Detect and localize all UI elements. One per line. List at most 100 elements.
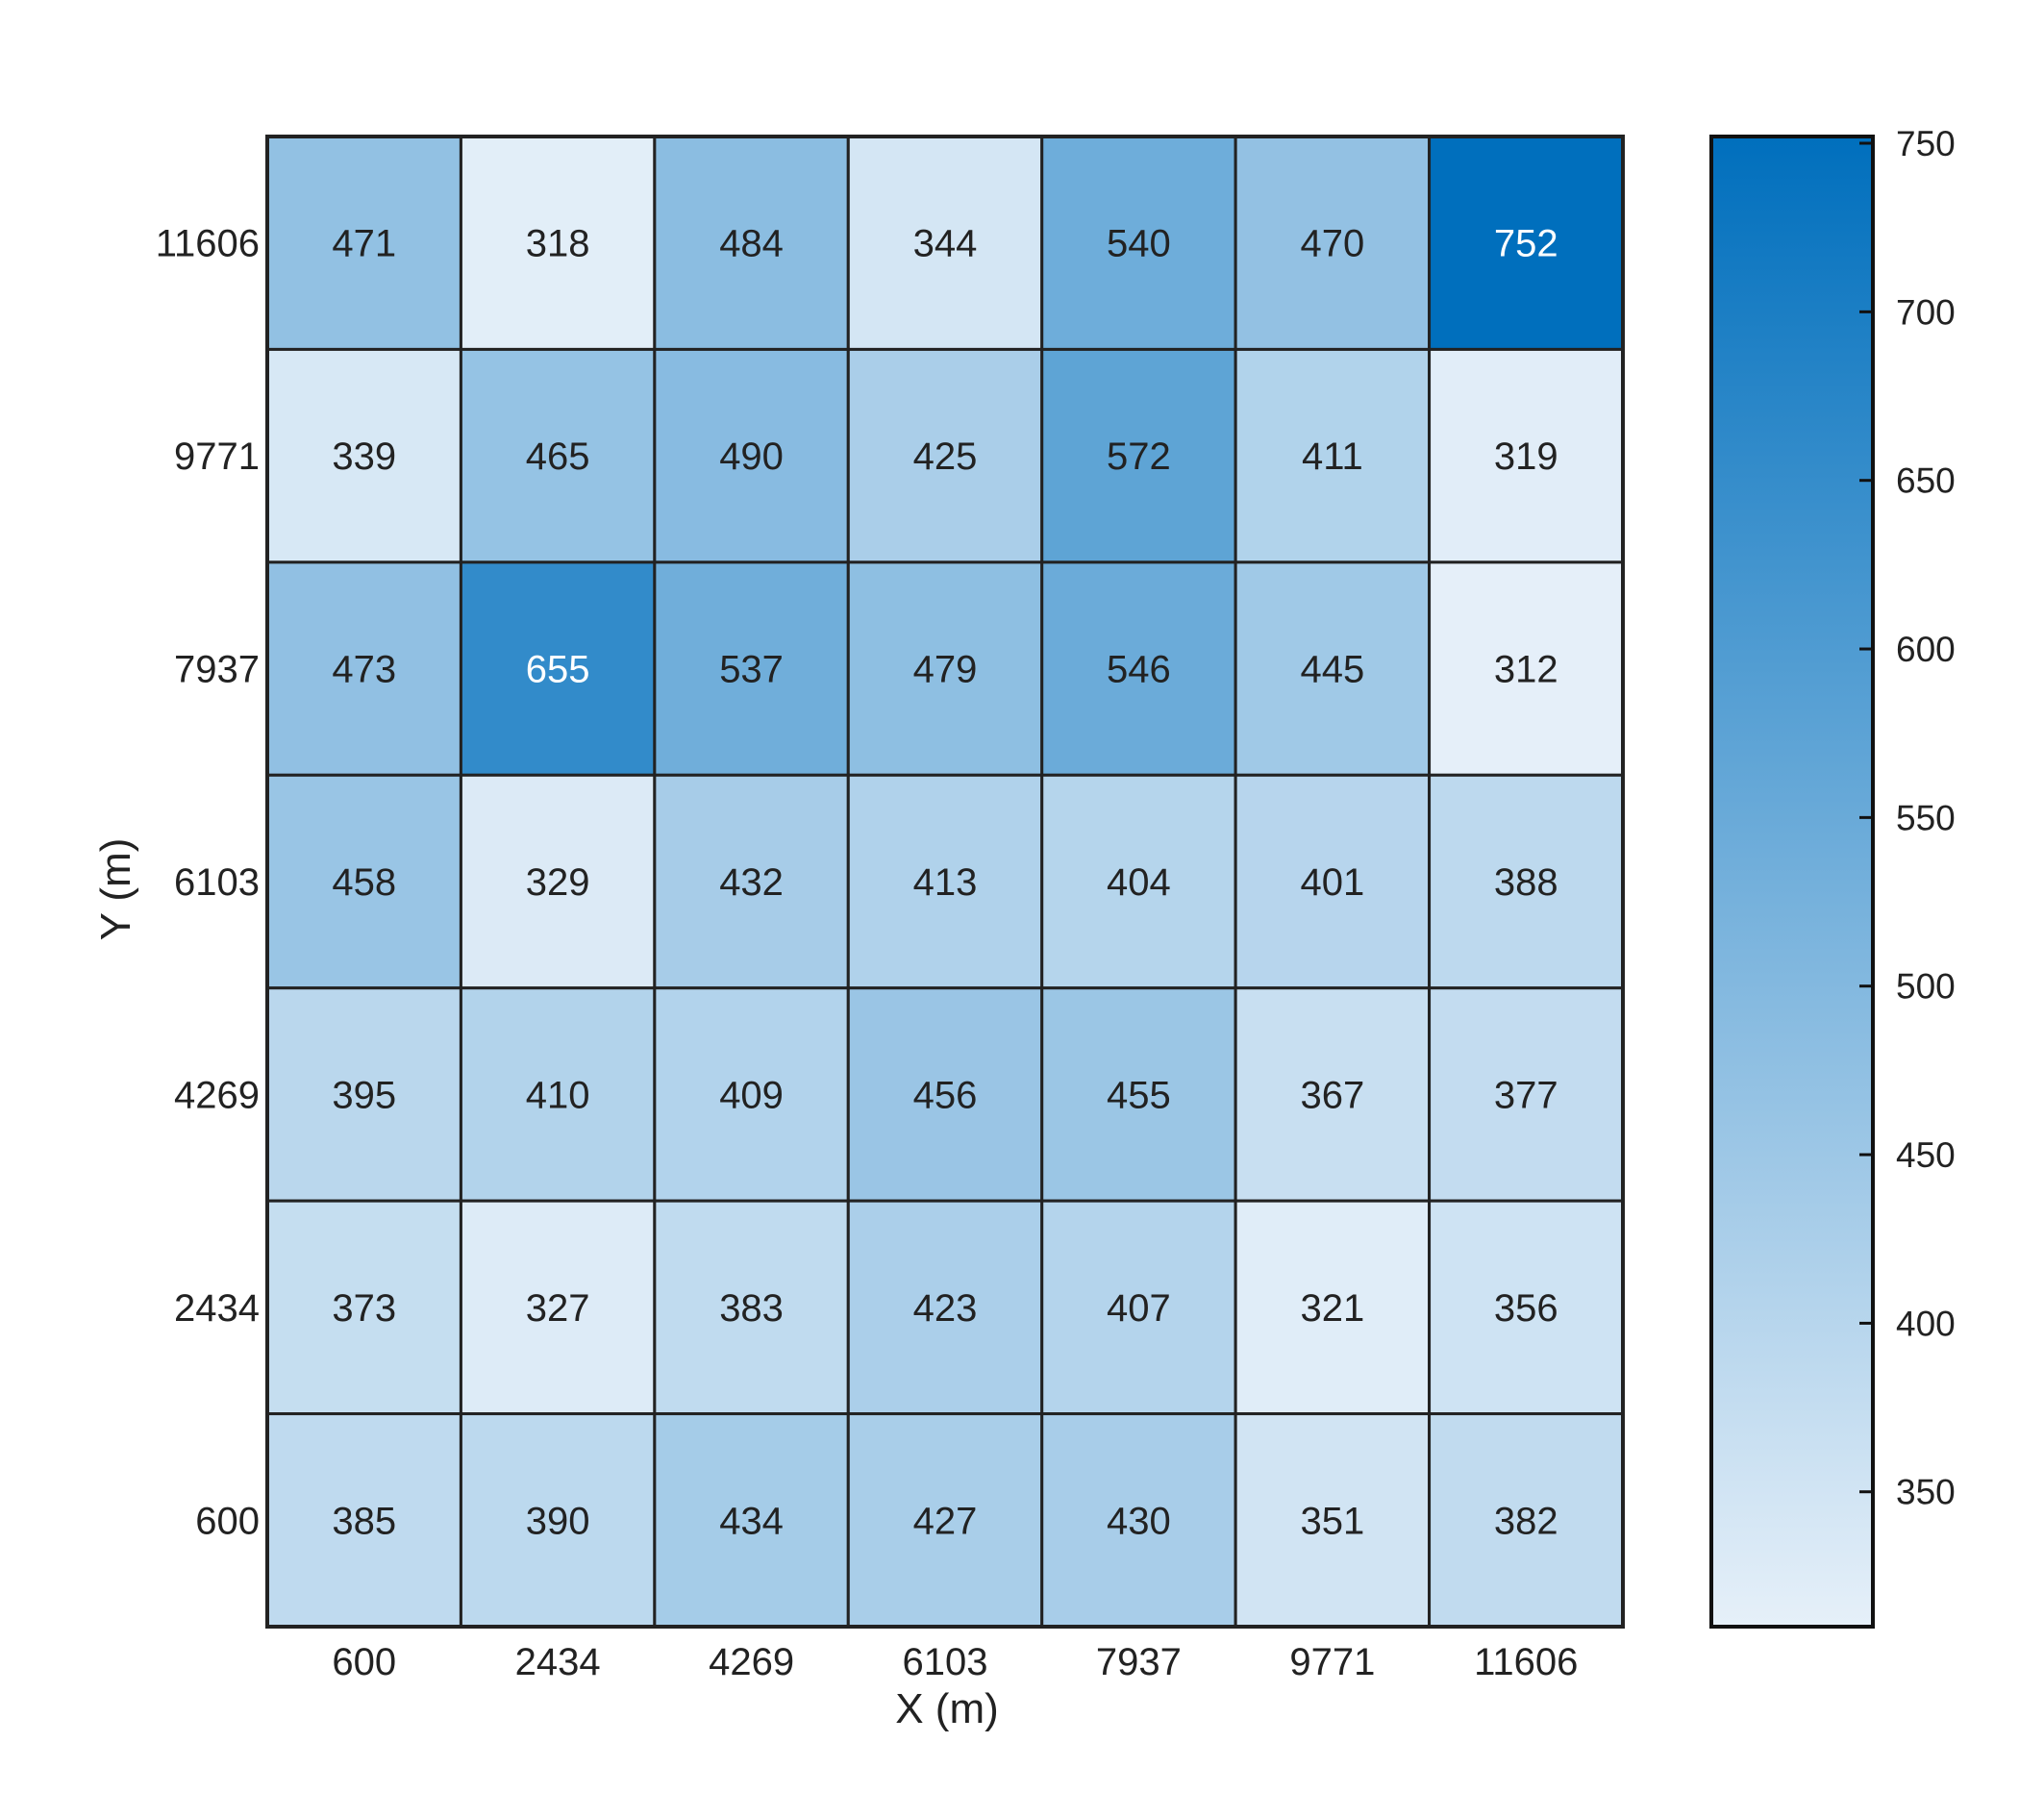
cell-value-label: 351 [1300,1500,1364,1542]
heatmap-cell [1428,1412,1625,1629]
plot-frame [265,135,1625,1629]
heatmap-cell [653,560,850,777]
cell-value-label: 390 [526,1500,590,1542]
cell-value-label: 382 [1494,1500,1558,1542]
cell-value-label: 385 [332,1500,396,1542]
y-tick-label: 7937 [174,649,260,691]
cell-value-label: 410 [526,1074,590,1116]
cell-value-label: 490 [719,436,784,478]
cell-value-label: 540 [1107,223,1171,265]
colorbar-tick-label: 400 [1896,1304,1956,1343]
cell-value-label: 327 [526,1287,590,1330]
colorbar-tick-label: 700 [1896,292,1956,332]
y-tick-label: 2434 [174,1287,260,1330]
cell-value-label: 537 [719,649,784,691]
heatmap-cell [1428,773,1625,990]
heatmap-cell [1040,1199,1237,1416]
heatmap-cell [653,986,850,1203]
heatmap-cell [1040,347,1237,564]
heatmap-cell [846,135,1044,351]
heatmap-cell [1428,986,1625,1203]
heatmap-cell [459,560,657,777]
cell-value-label: 572 [1107,436,1171,478]
x-tick-label: 600 [332,1641,396,1683]
heatmap-cell [265,135,462,351]
y-tick-label: 600 [195,1500,260,1542]
colorbar-tick-label: 750 [1896,124,1956,163]
cell-value-label: 413 [913,861,978,904]
heatmap-cell [1234,1412,1432,1629]
cell-value-label: 456 [913,1074,978,1116]
cell-value-label: 409 [719,1074,784,1116]
cell-value-label: 465 [526,436,590,478]
heatmap-cell [265,1199,462,1416]
cell-value-label: 373 [332,1287,396,1330]
colorbar-tick-label: 500 [1896,967,1956,1007]
x-tick-label: 7937 [1096,1641,1182,1683]
cell-value-label: 377 [1494,1074,1558,1116]
heatmap-cell [1428,560,1625,777]
cell-value-label: 411 [1302,436,1363,478]
heatmap-cell [1234,773,1432,990]
heatmap-cell [846,773,1044,990]
cell-value-label: 425 [913,436,978,478]
heatmap-cell [846,1199,1044,1416]
x-tick-label: 11606 [1474,1641,1578,1683]
heatmap-cell [653,1199,850,1416]
cell-value-label: 752 [1494,223,1558,265]
cell-value-label: 434 [719,1500,784,1542]
y-axis-label: Y (m) [92,838,139,941]
cell-value-label: 484 [719,223,784,265]
cell-value-label: 404 [1107,861,1171,904]
heatmap-cell [1040,560,1237,777]
cell-value-label: 430 [1107,1500,1171,1542]
cell-value-label: 339 [332,436,396,478]
cell-value-label: 427 [913,1500,978,1542]
x-axis-label: X (m) [895,1685,999,1732]
cell-value-label: 455 [1107,1074,1171,1116]
cell-value-label: 432 [719,861,784,904]
cell-value-label: 329 [526,861,590,904]
colorbar-tick-label: 600 [1896,630,1956,669]
cell-value-label: 401 [1300,861,1364,904]
cell-value-label: 367 [1300,1074,1364,1116]
colorbar-tick-label: 450 [1896,1135,1956,1175]
cell-value-label: 312 [1494,649,1558,691]
heatmap-cell [265,773,462,990]
x-tick-label: 6103 [903,1641,988,1683]
cell-value-label: 395 [332,1074,396,1116]
cell-value-label: 655 [526,649,590,691]
heatmap-cell [1234,135,1432,351]
cell-value-label: 470 [1300,223,1364,265]
heatmap-cell [846,560,1044,777]
cell-value-label: 423 [913,1287,978,1330]
x-axis-ticks: 600 2434 4269 6103 7937 9771 11606 [332,1641,1578,1683]
cell-value-label: 479 [913,649,978,691]
cell-value-label: 458 [332,861,396,904]
colorbar [1709,135,1875,1629]
cell-value-label: 445 [1300,649,1364,691]
colorbar-ticks: 350 400 450 500 550 600 650 700 750 [1859,124,1956,1512]
cell-value-label: 546 [1107,649,1171,691]
heatmap-cell [1040,1412,1237,1629]
colorbar-tick-label: 650 [1896,461,1956,501]
cell-value-label: 471 [332,223,396,265]
heatmap-cell [1428,1199,1625,1416]
cell-value-label: 383 [719,1287,784,1330]
cell-value-label: 407 [1107,1287,1171,1330]
cell-value-label: 319 [1494,436,1558,478]
y-axis-ticks: 11606 9771 7937 6103 4269 2434 600 [156,223,260,1543]
heatmap-cell [653,347,850,564]
y-tick-label: 4269 [174,1074,260,1116]
heatmap-cells: 471 318 484 344 540 470 752 339 465 490 425 572 411 3… [265,135,1625,1629]
cell-value-label: 344 [913,223,978,265]
heatmap-cell [846,1412,1044,1629]
heatmap-cell [1234,560,1432,777]
heatmap-cell [1428,347,1625,564]
x-tick-label: 9771 [1289,1641,1375,1683]
heatmap-cell [459,135,657,351]
colorbar-tick-label: 350 [1896,1473,1956,1512]
heatmap-cell [459,1199,657,1416]
cell-value-label: 473 [332,649,396,691]
